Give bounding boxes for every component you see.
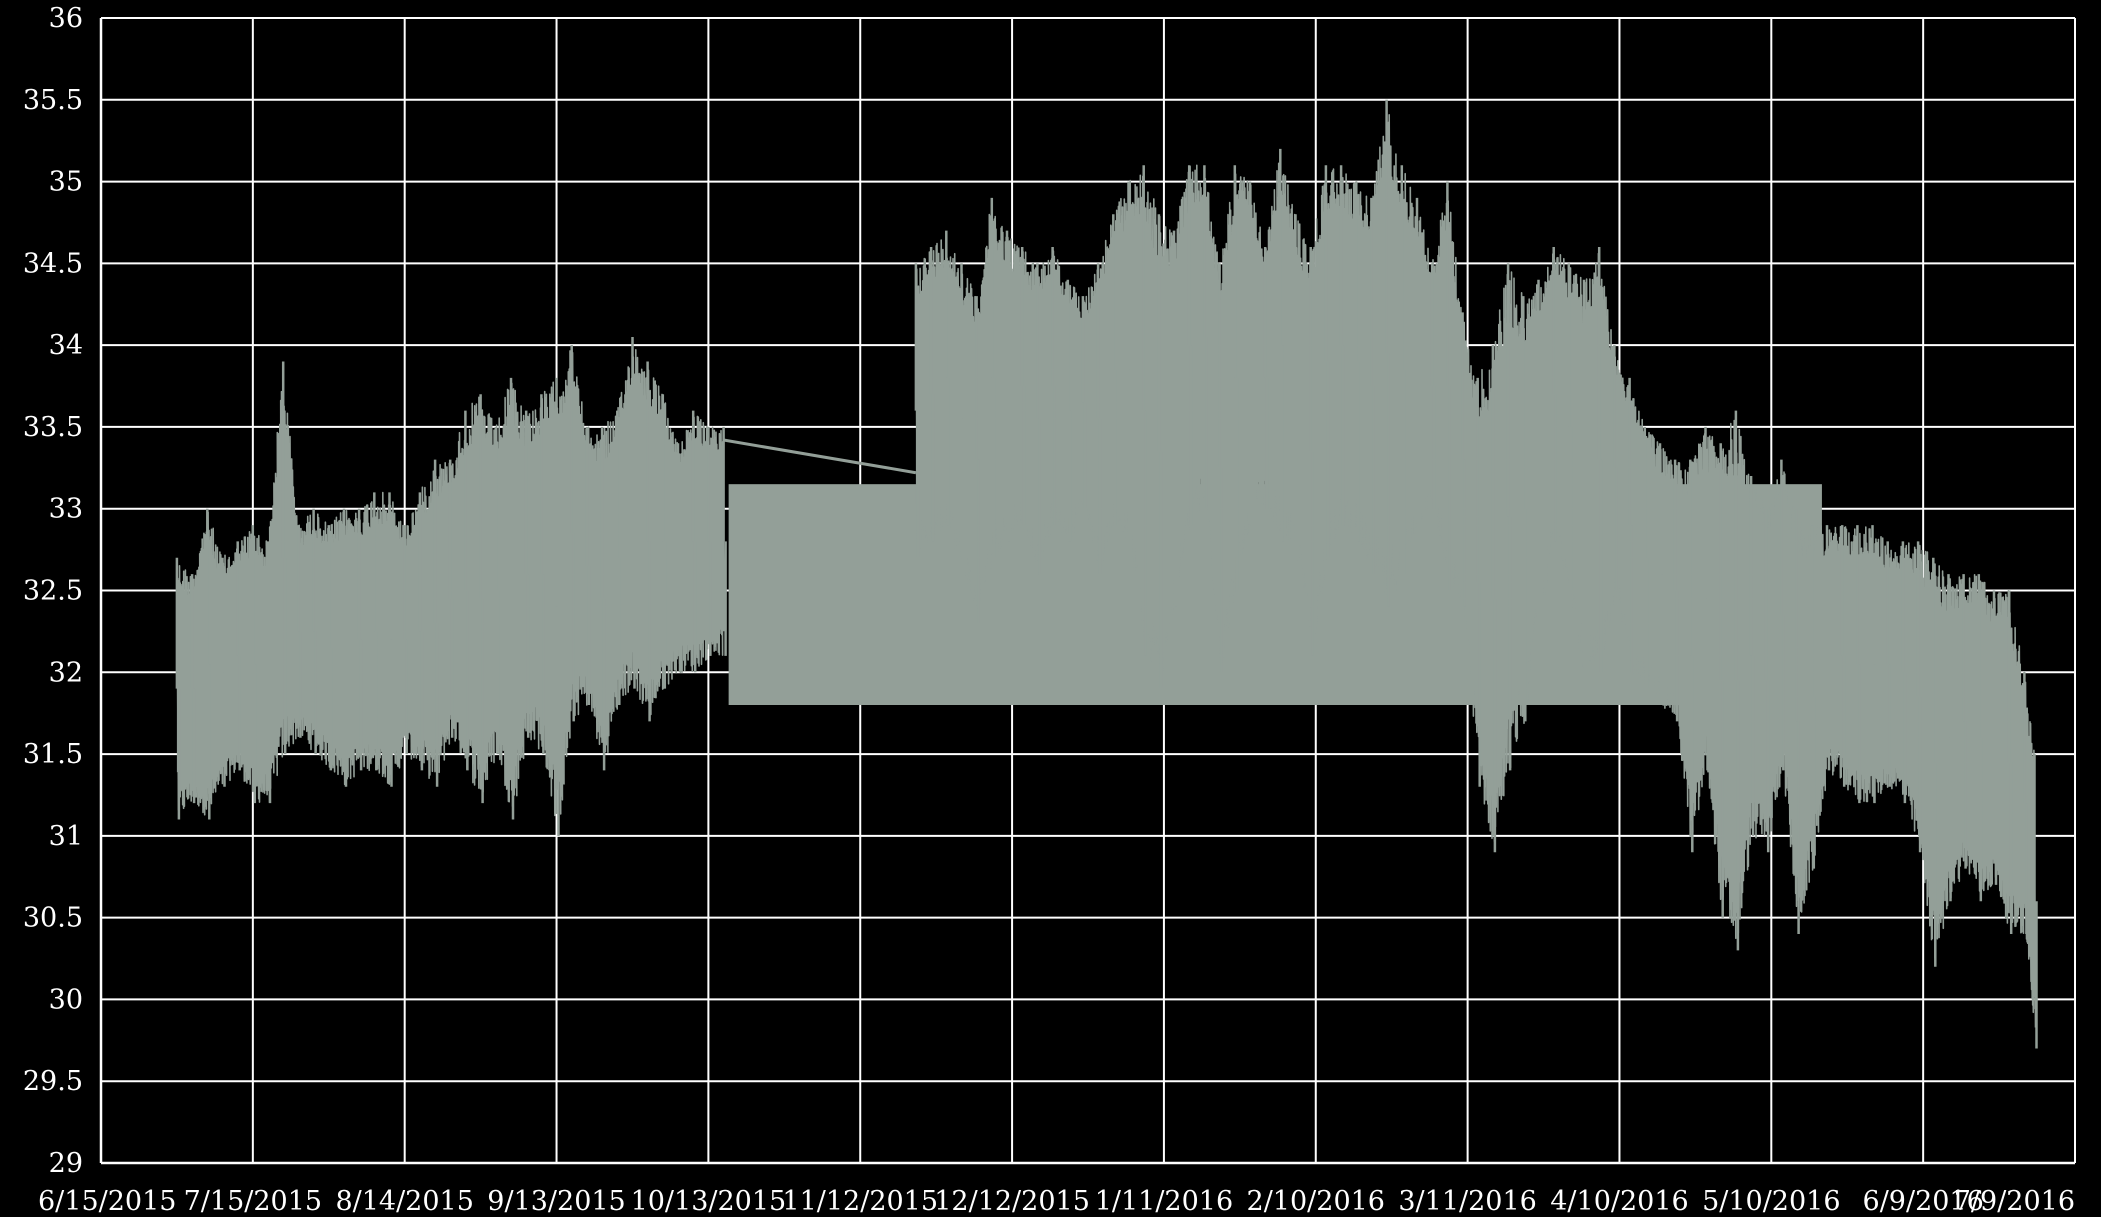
y-tick-label: 31.5 [23, 739, 83, 770]
x-tick-label: 4/10/2016 [1550, 1186, 1688, 1217]
axes [99, 18, 2075, 1165]
y-tick-label: 32.5 [23, 576, 83, 607]
y-tick-label: 34 [49, 330, 83, 361]
series-extremes-0 [175, 337, 727, 836]
y-tick-label: 35 [49, 167, 83, 198]
x-tick-label: 10/13/2015 [631, 1186, 787, 1217]
y-tick-label: 33.5 [23, 412, 83, 443]
y-tick-label: 30 [49, 984, 83, 1015]
y-tick-labels: 29 29.5 30 30.5 31 31.5 32 32.5 33 33.5 34 34.5 35 35… [23, 3, 83, 1179]
x-tick-labels: 6/15/2015 7/15/2015 8/14/2015 9/13/2015 10/1… [38, 1186, 2075, 1217]
x-tick-label: 9/13/2015 [487, 1186, 625, 1217]
y-tick-label: 32 [49, 657, 83, 688]
y-tick-label: 35.5 [23, 85, 83, 116]
x-tick-label: 8/14/2015 [335, 1186, 473, 1217]
y-tick-label: 36 [49, 3, 83, 34]
y-tick-label: 30.5 [23, 903, 83, 934]
x-tick-label: 6/9/2016 [1863, 1186, 1984, 1217]
y-tick-label: 29 [49, 1148, 83, 1179]
y-tick-label: 29.5 [23, 1066, 83, 1097]
x-tick-label: 7/9/2016 [1954, 1186, 2075, 1217]
series-extremes-1 [914, 99, 2038, 1049]
x-tick-label: 5/10/2016 [1702, 1186, 1840, 1217]
x-tick-label: 1/11/2016 [1095, 1186, 1233, 1217]
y-tick-label: 33 [49, 494, 83, 525]
series-area [175, 99, 2038, 1049]
x-tick-label: 2/10/2016 [1247, 1186, 1385, 1217]
series-gap-line [723, 438, 917, 475]
x-tick-label: 7/15/2015 [184, 1186, 322, 1217]
x-tick-label: 11/12/2015 [782, 1186, 938, 1217]
x-tick-label: 12/12/2015 [934, 1186, 1090, 1217]
x-tick-label: 3/11/2016 [1398, 1186, 1536, 1217]
y-tick-label: 31 [49, 821, 83, 852]
y-tick-label: 34.5 [23, 248, 83, 279]
x-tick-label: 6/15/2015 [38, 1186, 176, 1217]
